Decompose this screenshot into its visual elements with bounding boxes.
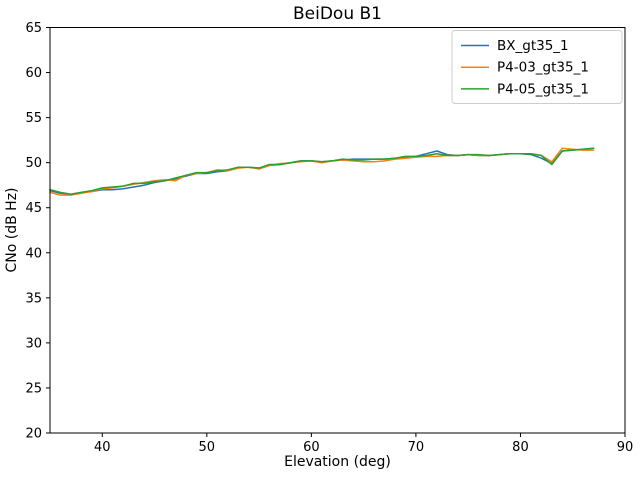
chart-title: BeiDou B1 [293,4,382,24]
legend-item-p4-03_gt35_1: P4-03_gt35_1 [461,60,589,76]
y-tick-label-60: 60 [25,66,42,81]
x-tick-label-90: 90 [617,440,634,455]
x-tick-label-70: 70 [408,440,425,455]
legend-label: P4-03_gt35_1 [497,60,589,76]
x-tick-label-60: 60 [303,440,320,455]
y-tick-label-35: 35 [25,291,42,306]
y-tick-label-50: 50 [25,156,42,171]
x-tick-label-40: 40 [94,440,111,455]
axes-spines [49,27,626,434]
y-axis-label: CNo (dB Hz) [4,187,20,272]
y-tick-label-30: 30 [25,336,42,351]
legend-label: BX_gt35_1 [497,38,569,54]
legend: BX_gt35_1 P4-03_gt35_1 P4-05_gt35_1 [451,30,623,104]
legend-item-p4-05_gt35_1: P4-05_gt35_1 [461,81,589,97]
legend-item-bx_gt35_1: BX_gt35_1 [461,38,569,54]
x-tick-label-80: 80 [512,440,529,455]
y-tick-label-45: 45 [25,201,42,216]
legend-label: P4-05_gt35_1 [497,81,589,97]
y-tick-label-40: 40 [25,246,42,261]
y-tick-label-65: 65 [25,21,42,36]
x-axis-label: Elevation (deg) [284,454,391,470]
y-tick-label-20: 20 [25,427,42,442]
series-line-p4-05_gt35_1 [49,147,595,195]
y-tick-label-25: 25 [25,381,42,396]
legend-box [451,30,623,104]
x-tick-label-50: 50 [199,440,216,455]
plot-lines [49,147,595,196]
axis-ticks: 40 50 60 70 80 90 20 25 30 35 40 45 50 55 60 65 [25,21,633,455]
y-tick-label-55: 55 [25,111,42,126]
